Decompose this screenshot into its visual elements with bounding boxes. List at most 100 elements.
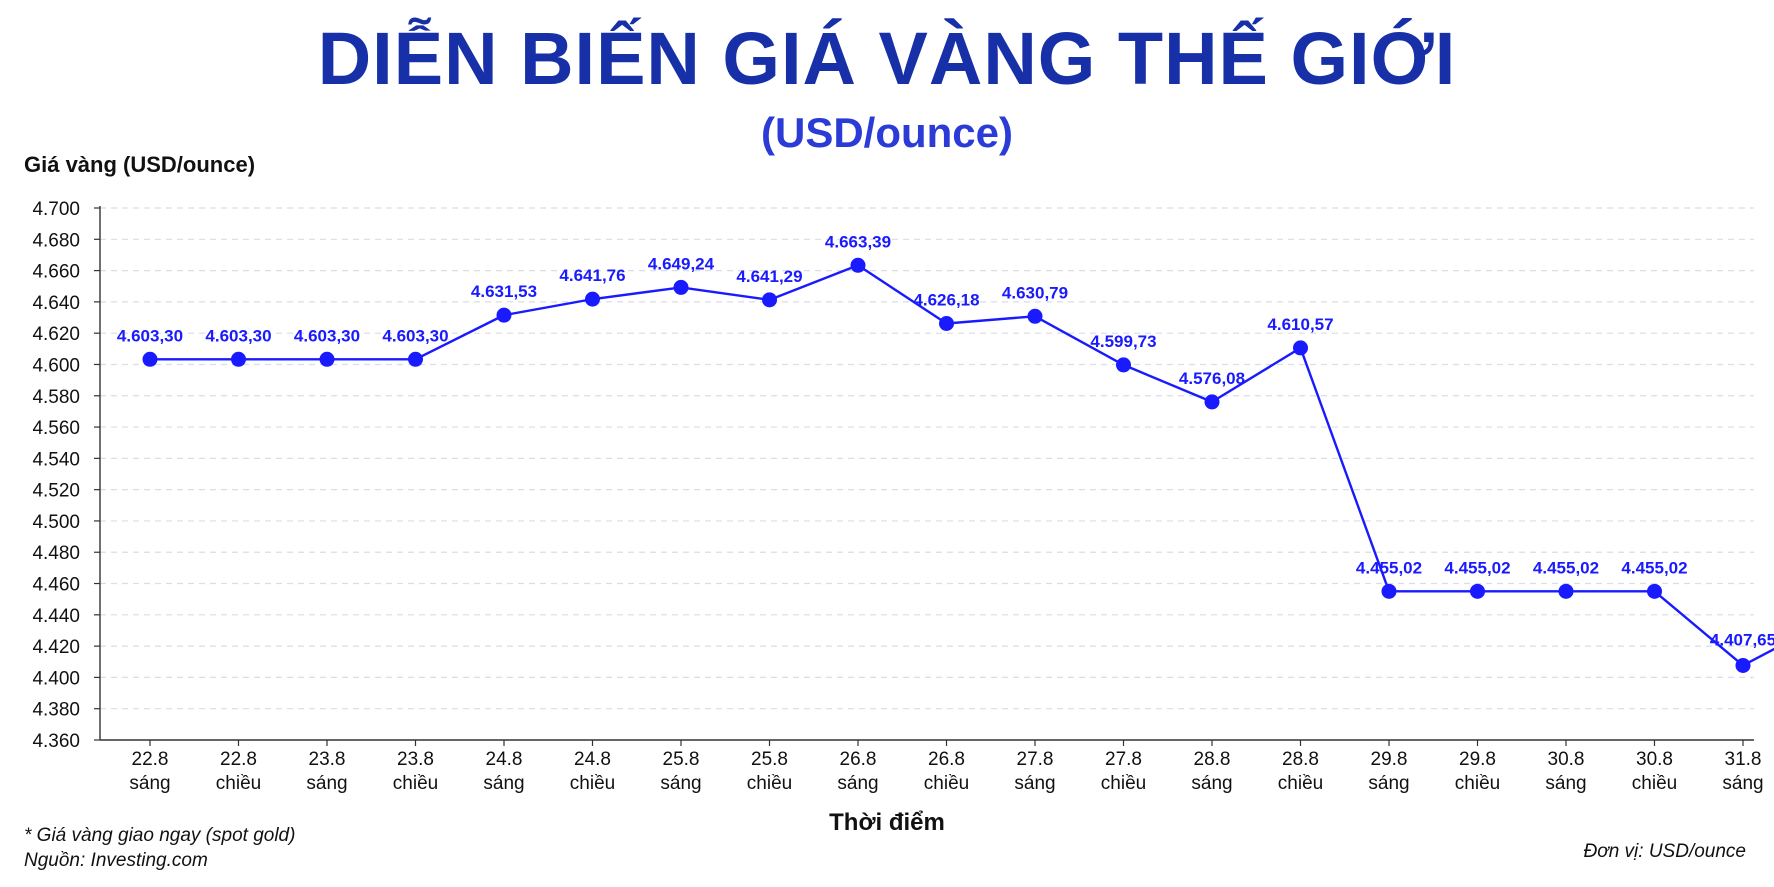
y-tick-label: 4.500 bbox=[32, 512, 80, 533]
x-tick-label: chiều bbox=[924, 773, 969, 794]
data-label: 4.603,30 bbox=[117, 326, 183, 345]
x-tick-label: 23.8 bbox=[309, 749, 346, 770]
data-point bbox=[850, 257, 866, 273]
data-label: 4.599,73 bbox=[1090, 332, 1156, 351]
x-tick-label: sáng bbox=[483, 773, 524, 794]
data-point bbox=[585, 291, 600, 307]
chart-title: DIỄN BIẾN GIÁ VÀNG THẾ GIỚI bbox=[317, 17, 1457, 100]
y-tick-label: 4.560 bbox=[32, 418, 80, 439]
y-tick-label: 4.660 bbox=[32, 262, 80, 283]
y-tick-label: 4.680 bbox=[32, 230, 80, 251]
x-tick-label: sáng bbox=[306, 773, 347, 794]
x-tick-label: sáng bbox=[660, 773, 701, 794]
y-tick-label: 4.540 bbox=[32, 449, 80, 470]
y-tick-labels: 4.700 4.680 4.660 4.640 4.620 4.600 4.580 4.560… bbox=[32, 199, 80, 752]
x-tick-label: sáng bbox=[1722, 773, 1763, 794]
data-point bbox=[1558, 583, 1574, 599]
grid-lines bbox=[100, 207, 1754, 710]
y-tick-label: 4.400 bbox=[32, 668, 80, 689]
y-tick-label: 4.480 bbox=[32, 543, 80, 564]
x-tick-label: 30.8 bbox=[1636, 749, 1673, 770]
data-point bbox=[408, 351, 423, 367]
data-label: 4.630,79 bbox=[1002, 283, 1068, 302]
x-tick-label: chiều bbox=[1632, 773, 1677, 794]
series-line-path bbox=[150, 264, 1774, 667]
y-tick-label: 4.600 bbox=[32, 355, 80, 376]
x-tick-label: 31.8 bbox=[1725, 749, 1762, 770]
y-axis-label: Giá vàng (USD/ounce) bbox=[24, 152, 256, 177]
data-point bbox=[319, 351, 335, 367]
data-label: 4.455,02 bbox=[1621, 558, 1687, 577]
data-point bbox=[1204, 394, 1220, 410]
series-line bbox=[150, 264, 1774, 667]
x-tick-label: chiều bbox=[1455, 773, 1500, 794]
x-tick-label: 30.8 bbox=[1548, 749, 1585, 770]
data-label: 4.641,76 bbox=[559, 266, 625, 285]
data-point bbox=[496, 307, 512, 323]
x-tick-label: 22.8 bbox=[220, 749, 257, 770]
x-tick-label: 27.8 bbox=[1105, 749, 1142, 770]
x-tick-label: sáng bbox=[129, 773, 170, 794]
x-tick-label: 28.8 bbox=[1282, 749, 1319, 770]
data-label: 4.455,02 bbox=[1444, 558, 1510, 577]
x-tick-labels: 22.8 sáng 22.8 chiều 23.8 sáng 23.8 chiều 24.8 sá… bbox=[129, 749, 1763, 794]
x-tick-label: 29.8 bbox=[1459, 749, 1496, 770]
y-tick-label: 4.440 bbox=[32, 606, 80, 627]
data-label: 4.455,02 bbox=[1356, 558, 1422, 577]
unit-note: Đơn vị: USD/ounce bbox=[1583, 841, 1747, 862]
data-label: 4.663,39 bbox=[825, 232, 891, 251]
x-tick-label: 24.8 bbox=[574, 749, 611, 770]
y-tick-label: 4.700 bbox=[32, 199, 80, 220]
y-tick-label: 4.580 bbox=[32, 387, 80, 408]
x-tick-label: 29.8 bbox=[1371, 749, 1408, 770]
x-tick-label: 24.8 bbox=[486, 749, 523, 770]
data-point bbox=[1381, 583, 1397, 599]
y-tick-label: 4.640 bbox=[32, 293, 80, 314]
data-point bbox=[1647, 583, 1662, 599]
data-label: 4.610,57 bbox=[1267, 315, 1333, 334]
footnote: * Giá vàng giao ngay (spot gold) bbox=[24, 825, 296, 846]
x-tick-label: sáng bbox=[1368, 773, 1409, 794]
x-tick-label: sáng bbox=[837, 773, 878, 794]
x-tick-label: chiều bbox=[393, 773, 438, 794]
y-tick-label: 4.460 bbox=[32, 575, 80, 596]
data-label: 4.455,02 bbox=[1533, 558, 1599, 577]
x-tick-label: 23.8 bbox=[397, 749, 434, 770]
data-label: 4.603,30 bbox=[382, 326, 448, 345]
data-point bbox=[939, 316, 954, 332]
data-points bbox=[142, 257, 1751, 673]
y-tick-label: 4.420 bbox=[32, 637, 80, 658]
data-labels: 4.603,30 4.603,30 4.603,30 4.603,30 4.631,53… bbox=[117, 232, 1774, 649]
x-tick-label: 26.8 bbox=[928, 749, 965, 770]
x-tick-label: 25.8 bbox=[663, 749, 700, 770]
x-tick-label: chiều bbox=[570, 773, 615, 794]
data-point bbox=[1293, 340, 1308, 356]
data-point bbox=[231, 351, 246, 367]
data-label: 4.407,65 bbox=[1710, 630, 1774, 649]
x-tick-label: chiều bbox=[747, 773, 792, 794]
x-tick-label: sáng bbox=[1191, 773, 1232, 794]
x-tick-label: 27.8 bbox=[1017, 749, 1054, 770]
x-tick-label: sáng bbox=[1014, 773, 1055, 794]
data-label: 4.576,08 bbox=[1179, 369, 1245, 388]
x-tick-label: 28.8 bbox=[1194, 749, 1231, 770]
x-tick-label: 25.8 bbox=[751, 749, 788, 770]
x-tick-label: chiều bbox=[216, 773, 261, 794]
data-point bbox=[1116, 357, 1131, 373]
y-tick-label: 4.360 bbox=[32, 731, 80, 752]
data-label: 4.641,29 bbox=[736, 267, 802, 286]
source-note: Nguồn: Investing.com bbox=[24, 850, 208, 871]
data-label: 4.603,30 bbox=[294, 326, 360, 345]
axes bbox=[94, 206, 1754, 746]
data-point bbox=[1027, 308, 1043, 324]
data-label: 4.649,24 bbox=[648, 254, 715, 273]
x-tick-label: 22.8 bbox=[132, 749, 169, 770]
x-tick-label: chiều bbox=[1101, 773, 1146, 794]
y-tick-label: 4.380 bbox=[32, 700, 80, 721]
data-label: 4.626,18 bbox=[913, 291, 979, 310]
y-tick-label: 4.620 bbox=[32, 324, 80, 345]
data-label: 4.631,53 bbox=[471, 282, 537, 301]
data-point bbox=[1470, 583, 1485, 599]
data-point bbox=[1735, 657, 1751, 673]
